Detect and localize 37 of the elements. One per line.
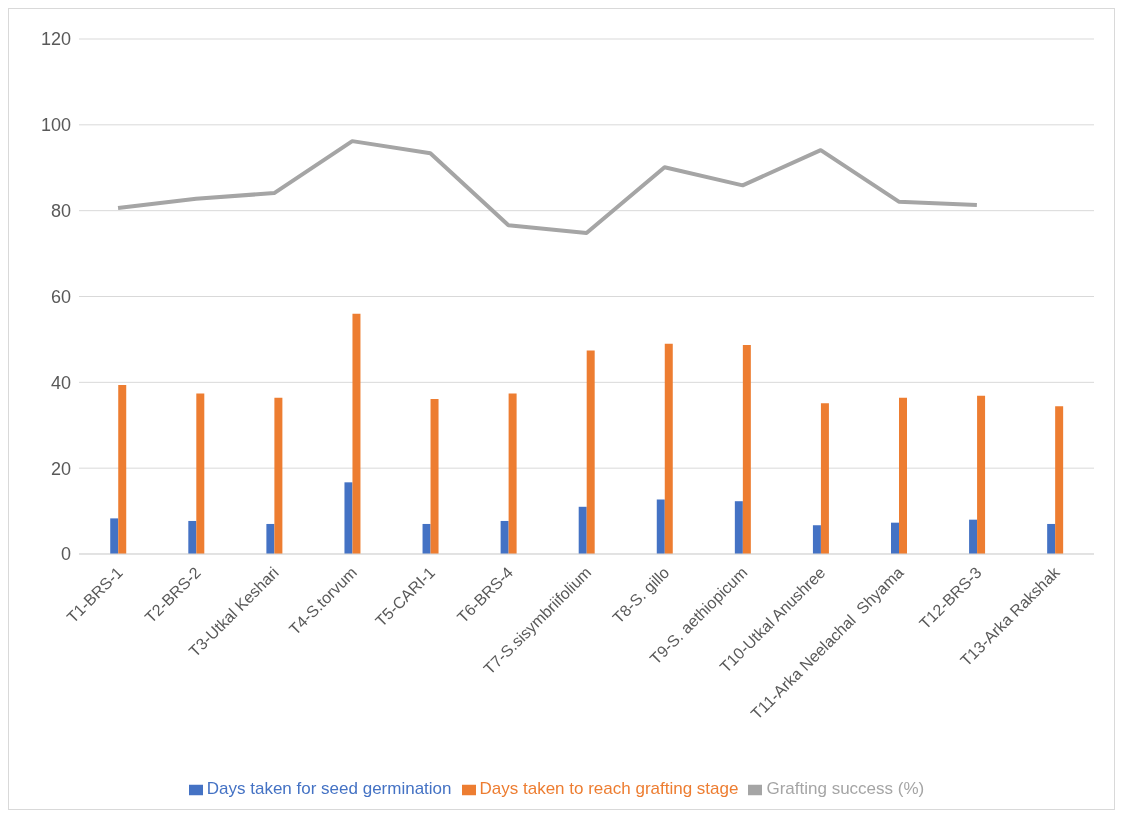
bar <box>1055 406 1064 554</box>
bar <box>656 499 665 554</box>
bar <box>430 399 439 554</box>
y-tick-label: 100 <box>40 115 71 136</box>
legend-label: Days taken for seed germination <box>206 779 452 798</box>
bar <box>266 523 275 554</box>
y-tick-label: 20 <box>50 458 71 479</box>
bar <box>734 501 743 554</box>
y-tick-label: 120 <box>40 29 71 50</box>
bar <box>891 522 899 554</box>
bar <box>118 384 127 554</box>
legend-label: Days taken to reach grafting stage <box>479 779 739 798</box>
bar <box>344 482 353 554</box>
legend-label: Grafting success (%) <box>766 779 925 798</box>
bar <box>188 520 197 554</box>
bar <box>742 345 751 554</box>
bar <box>1047 523 1056 554</box>
bar <box>352 313 361 554</box>
bar <box>812 525 821 554</box>
y-tick-label: 80 <box>50 201 71 222</box>
bar <box>969 519 978 554</box>
line-series <box>116 139 979 235</box>
bar <box>899 397 907 554</box>
bar <box>196 393 205 554</box>
bar <box>664 343 673 554</box>
y-tick-label: 0 <box>60 544 71 565</box>
bar <box>500 520 509 554</box>
bar <box>578 506 587 554</box>
y-tick-label: 40 <box>50 372 71 393</box>
y-tick-label: 60 <box>50 286 71 307</box>
bar <box>274 397 283 554</box>
bar <box>110 518 119 554</box>
bar <box>508 393 517 554</box>
bar <box>586 350 595 554</box>
bar <box>820 403 829 554</box>
bar <box>977 395 986 554</box>
bar <box>422 523 431 554</box>
